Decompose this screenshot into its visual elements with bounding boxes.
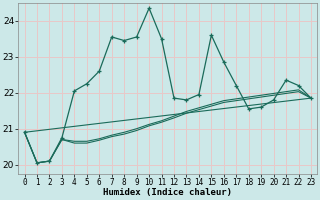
X-axis label: Humidex (Indice chaleur): Humidex (Indice chaleur)	[103, 188, 232, 197]
